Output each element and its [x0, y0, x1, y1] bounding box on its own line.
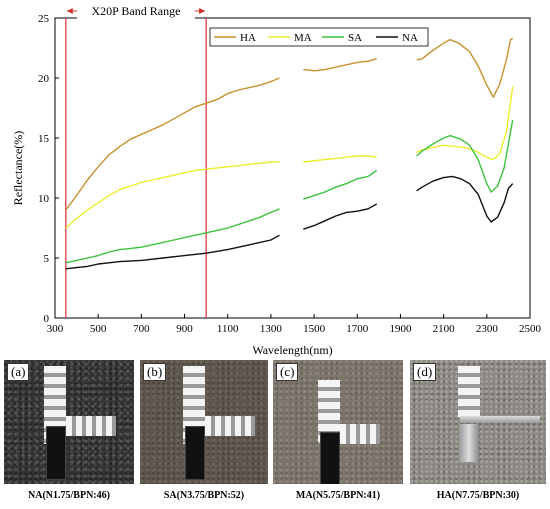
series-line-sa — [65, 208, 280, 264]
y-tick-label: 15 — [38, 133, 50, 145]
x-tick-label: 500 — [90, 323, 107, 335]
series-line-na — [303, 203, 378, 230]
x-tick-label: 700 — [133, 323, 150, 335]
panel-caption: HA(N7.75/BPN:30) — [436, 490, 520, 501]
band-arrow-head-right — [199, 8, 206, 14]
series-line-sa — [416, 119, 514, 193]
series-line-ha — [303, 58, 377, 72]
gray-scale-card — [318, 380, 340, 444]
photo-panel-ma: (c) — [273, 360, 403, 484]
photo-panel-sa: (b) — [140, 360, 268, 484]
x-tick-label: 1700 — [346, 323, 369, 335]
panel-caption: SA(N3.75/BPN:52) — [163, 490, 245, 501]
legend-label: HA — [240, 32, 256, 44]
gray-scale-card — [183, 366, 205, 444]
legend-label: NA — [402, 32, 418, 44]
band-annotation: X20P Band Range — [65, 3, 207, 318]
panel-letter: (d) — [413, 363, 437, 381]
series-lines — [65, 37, 514, 270]
y-tick-label: 10 — [38, 193, 50, 205]
x-tick-label: 2500 — [519, 323, 542, 335]
photo-panel-na: (a) — [4, 360, 134, 484]
x-tick-label: 2100 — [433, 323, 456, 335]
axis-labels: Wavelength(nm) Reflectance(%) — [11, 131, 333, 357]
gray-scale-card — [44, 366, 66, 444]
x-tick-label: 1300 — [260, 323, 283, 335]
panel-letter: (c) — [276, 363, 299, 381]
legend-label: SA — [348, 32, 362, 44]
x-tick-label: 1900 — [389, 323, 412, 335]
gray-scale-card — [340, 424, 380, 444]
x-tick-label: 1500 — [303, 323, 326, 335]
y-tick-label: 20 — [38, 73, 50, 85]
series-line-ma — [65, 161, 280, 229]
x-tick-label: 1100 — [217, 323, 239, 335]
legend-label: MA — [294, 32, 312, 44]
metal-plate — [459, 424, 479, 462]
gray-scale-card — [66, 416, 116, 436]
band-arrow-head-left — [66, 8, 73, 14]
gray-scale-card — [205, 416, 255, 436]
series-line-ha — [416, 37, 514, 98]
panel-letter: (a) — [7, 363, 30, 381]
series-line-ma — [303, 155, 377, 163]
series-line-ha — [65, 77, 280, 211]
panel-caption: NA(N1.75/BPN:46) — [28, 490, 110, 501]
series-line-ma — [416, 86, 514, 161]
series-line-na — [65, 234, 280, 270]
series-line-na — [416, 175, 514, 223]
metal-ruler — [460, 416, 540, 423]
y-tick-label: 25 — [38, 13, 50, 25]
legend: HA MA SA NA — [209, 27, 429, 47]
reference-card — [46, 426, 66, 480]
series-line-sa — [303, 169, 378, 200]
reflectance-chart: 300 500 700 900 1100 1300 1500 1700 1900 2100 2300… — [11, 3, 542, 357]
x-tick-label: 300 — [47, 323, 64, 335]
reference-card — [320, 432, 340, 484]
x-tick-label: 2300 — [476, 323, 499, 335]
photo-panel-ha: (d) — [410, 360, 546, 484]
panel-letter: (b) — [143, 363, 167, 381]
gray-scale-card — [458, 366, 480, 418]
plot-frame — [54, 17, 531, 319]
band-label: X20P Band Range — [92, 4, 181, 18]
x-axis-label: Wavelength(nm) — [252, 343, 332, 357]
reference-card — [185, 426, 205, 480]
band-label-bg — [76, 3, 195, 19]
x-tick-label: 900 — [176, 323, 193, 335]
y-tick-label: 0 — [44, 313, 50, 325]
legend-box — [209, 27, 429, 47]
y-tick-label: 5 — [44, 253, 50, 265]
axes: 300 500 700 900 1100 1300 1500 1700 1900 2100 2300… — [38, 13, 542, 335]
y-axis-label: Reflectance(%) — [11, 131, 25, 206]
panel-caption: MA(N5.75/BPN:41) — [295, 490, 381, 501]
